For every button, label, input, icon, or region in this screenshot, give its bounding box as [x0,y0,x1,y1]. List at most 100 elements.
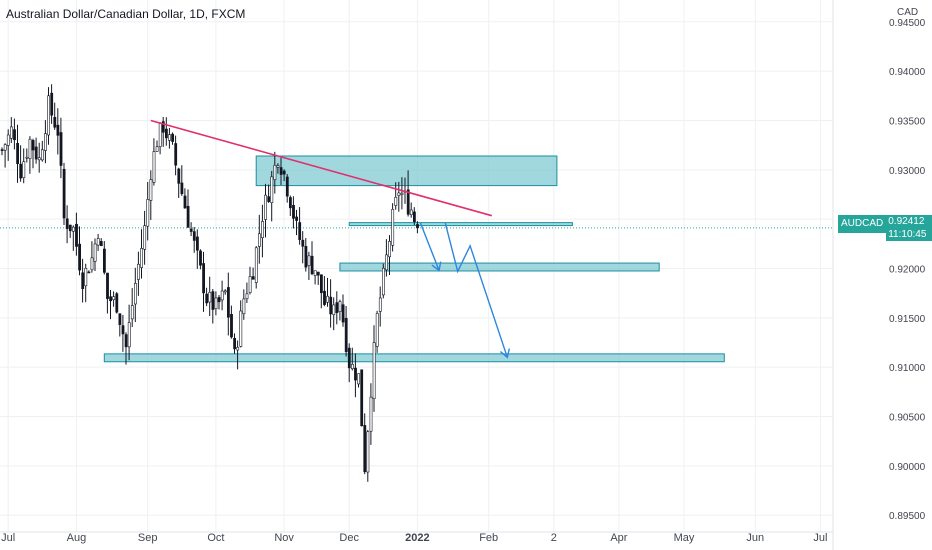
candle-body [416,224,419,229]
price-axis[interactable]: 0.89500 0.90000 0.90500 0.91000 0.91500 0.920… [889,18,926,522]
candle-body [72,226,75,232]
candles [0,84,419,482]
candle-body [301,239,305,247]
candle-body [13,129,16,141]
x-tick-label: Aug [67,532,87,544]
candle-body [347,347,351,369]
candle-body [223,290,227,293]
candle-body [344,318,348,352]
candle-body [313,270,317,276]
candle-body [202,263,206,294]
candle-body [267,196,271,202]
candle-body [93,243,97,262]
candle-body [140,248,144,268]
candle-body [366,431,370,473]
candle-body [134,283,137,305]
candle-body [171,133,175,142]
candle-body [40,149,44,161]
candle-body [276,165,280,168]
x-tick-label: 2022 [405,532,429,544]
candle-body [127,322,131,348]
candle-body [409,209,413,216]
candle-body [354,367,357,381]
currency-label: CAD [897,7,919,18]
candle-body [220,290,224,301]
candle-body [177,168,181,184]
candle-body [16,143,20,164]
candle-body [304,245,308,268]
candle-body [158,122,162,147]
candle-body [270,176,274,203]
countdown-label: 11:10:45 [888,229,927,240]
candle-body [0,149,4,151]
candle-body [391,209,395,246]
candle-body [196,236,199,251]
candle-body [130,305,134,320]
arrow-head [431,261,442,272]
candle-body [319,274,323,294]
candle-body [28,138,32,159]
y-tick-label: 0.90500 [889,413,926,424]
candle-body [264,194,268,220]
candle-body [103,248,106,273]
candle-body [310,255,314,275]
candle-body [183,195,187,209]
candle-body [397,192,401,196]
candle-body [251,276,255,280]
candle-body [254,247,258,283]
candle-body [230,314,233,338]
zones [103,155,725,363]
y-tick-label: 0.93500 [889,116,926,127]
candle-body [357,373,361,385]
candle-body [233,337,237,350]
candle-body [68,224,72,232]
candle-body [87,271,91,274]
candle-body [53,117,57,128]
candle-body [245,293,249,300]
candle-body [81,272,85,289]
candle-body [341,304,345,323]
candle-body [316,271,320,276]
candle-body [375,313,379,347]
candle-body [168,134,171,141]
candle-body [37,157,41,161]
candle-body [3,144,7,151]
candle-body [406,189,410,215]
grid [0,0,834,550]
y-tick-label: 0.89500 [889,511,926,522]
candle-body [227,287,230,318]
candle-body [152,151,156,183]
candle-body [388,241,392,258]
candle-body [90,257,94,271]
candle-body [208,291,212,303]
candle-body [192,231,196,241]
x-tick-label: Oct [207,532,224,544]
supply-demand-zone [103,353,725,363]
candle-body [257,233,261,247]
x-tick-label: Apr [610,532,627,544]
x-tick-label: Dec [339,532,359,544]
candle-body [155,146,159,152]
last-price-label: 0.92412 [888,216,925,227]
candle-body [109,296,113,302]
y-tick-label: 0.90000 [889,462,926,473]
candle-body [165,128,168,139]
supply-demand-zone [348,222,573,227]
candle-body [288,197,292,209]
candle-body [189,228,193,232]
supply-demand-zone [255,155,558,187]
candle-body [143,225,147,250]
y-tick-label: 0.94000 [889,67,926,78]
time-axis[interactable]: Jul Aug Sep Oct Nov Dec 2022 Feb 2 Apr May Jun Jul [1,532,827,544]
candle-body [161,121,165,133]
y-tick-label: 0.91000 [889,363,926,374]
candle-body [124,334,128,348]
candle-body [261,221,264,239]
candle-body [112,296,116,301]
overlays [150,119,511,359]
candle-body [360,369,364,427]
symbol-tag: AUDCAD [838,215,887,233]
candle-body [335,302,339,313]
